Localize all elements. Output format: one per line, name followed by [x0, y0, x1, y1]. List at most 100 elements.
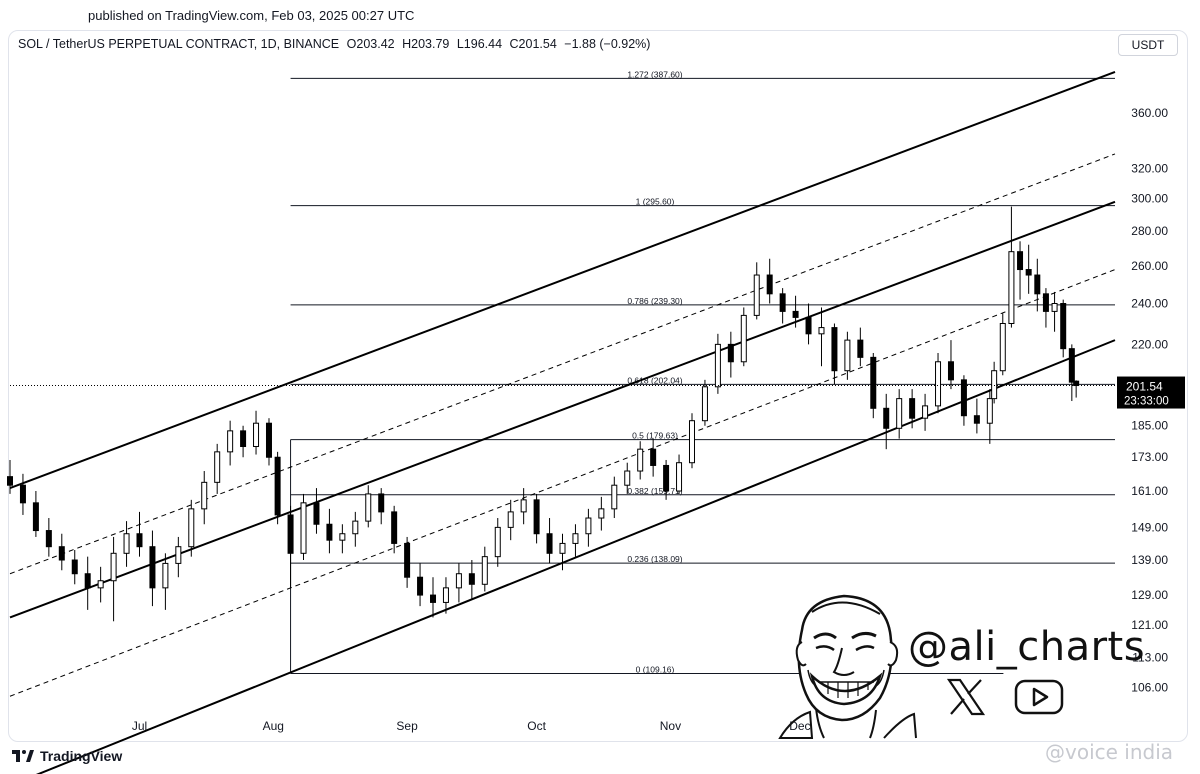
candle-body[interactable] [766, 274, 773, 295]
candle-body[interactable] [701, 386, 708, 422]
candle-body[interactable] [779, 293, 786, 312]
candle-body[interactable] [494, 526, 501, 558]
tradingview-brand[interactable]: TradingView [12, 748, 122, 764]
candle-body[interactable] [313, 502, 320, 525]
candle-body[interactable] [365, 493, 372, 522]
candle-body[interactable] [935, 361, 942, 407]
candle-body[interactable] [442, 587, 449, 603]
candle-body[interactable] [753, 274, 760, 316]
channel-midline[interactable] [9, 153, 1116, 575]
candle-body[interactable] [110, 552, 117, 582]
candle-body[interactable] [585, 517, 592, 535]
fib-level-label: 0 (109.16) [636, 665, 675, 675]
candle-body[interactable] [175, 546, 182, 564]
symbol-name[interactable]: SOL / TetherUS PERPETUAL CONTRACT, 1D, B… [18, 37, 340, 51]
candle-body[interactable] [896, 398, 903, 429]
candle-body[interactable] [818, 327, 825, 335]
y-tick-label: 113.00 [1132, 650, 1168, 664]
candle-body[interactable] [287, 514, 294, 554]
candle-body[interactable] [922, 405, 929, 419]
candle-body[interactable] [714, 343, 721, 388]
candle-body[interactable] [300, 502, 307, 554]
candle-body[interactable] [97, 580, 104, 589]
candle-body[interactable] [520, 499, 527, 513]
x-logo-icon[interactable] [946, 678, 986, 716]
candle-body[interactable] [637, 448, 644, 472]
candle-body[interactable] [136, 533, 143, 548]
candle-body[interactable] [947, 361, 954, 381]
candle-body[interactable] [650, 448, 657, 466]
candle-body[interactable] [688, 420, 695, 464]
candle-body[interactable] [240, 430, 247, 448]
candle-body[interactable] [468, 573, 475, 585]
candle-body[interactable] [1068, 348, 1075, 383]
candle-body[interactable] [1073, 380, 1080, 387]
candle-body[interactable] [123, 533, 130, 554]
candle-body[interactable] [805, 316, 812, 335]
candle-body[interactable] [1060, 303, 1067, 350]
candle-body[interactable] [391, 511, 398, 544]
candle-body[interactable] [663, 464, 670, 492]
candle-body[interactable] [1034, 274, 1041, 295]
candle-body[interactable] [430, 594, 437, 603]
candle-body[interactable] [404, 542, 411, 578]
candle-body[interactable] [417, 576, 424, 596]
candle-body[interactable] [909, 398, 916, 419]
candle-body[interactable] [598, 508, 605, 519]
candle-body[interactable] [1042, 293, 1049, 312]
candle-body[interactable] [265, 422, 272, 458]
candle-body[interactable] [533, 499, 540, 535]
channel-line[interactable] [9, 70, 1116, 490]
candle-body[interactable] [19, 484, 26, 504]
candle-body[interactable] [1017, 251, 1024, 271]
candle-body[interactable] [1025, 269, 1032, 276]
candle-body[interactable] [546, 533, 553, 554]
candle-body[interactable] [727, 343, 734, 363]
candle-body[interactable] [58, 546, 65, 561]
candle-body[interactable] [740, 314, 747, 363]
candle-body[interactable] [572, 533, 579, 544]
candle-body[interactable] [7, 476, 13, 486]
candle-body[interactable] [84, 573, 91, 589]
candle-body[interactable] [455, 573, 462, 589]
y-tick-label: 161.00 [1131, 484, 1168, 498]
candle-body[interactable] [870, 356, 877, 409]
candle-body[interactable] [253, 422, 260, 448]
candle-body[interactable] [162, 562, 169, 589]
candle-body[interactable] [973, 415, 980, 424]
candle-body[interactable] [507, 511, 514, 528]
channel-line[interactable] [9, 200, 1116, 619]
youtube-play-icon[interactable] [1014, 678, 1064, 716]
candle-body[interactable] [188, 508, 195, 548]
candle-body[interactable] [991, 370, 998, 400]
candle-body[interactable] [844, 339, 851, 372]
candle-body[interactable] [227, 430, 234, 453]
candle-body[interactable] [214, 451, 221, 483]
currency-button[interactable]: USDT [1118, 34, 1178, 56]
candle-body[interactable] [857, 339, 864, 358]
candle-body[interactable] [32, 502, 39, 532]
candle-body[interactable] [999, 322, 1006, 372]
candle-body[interactable] [71, 559, 78, 575]
candle-body[interactable] [960, 379, 967, 417]
candle-body[interactable] [339, 533, 346, 541]
candle-body[interactable] [611, 484, 618, 510]
candle-body[interactable] [274, 456, 281, 516]
candle-body[interactable] [1051, 303, 1058, 312]
candle-body[interactable] [559, 542, 566, 554]
candle-body[interactable] [352, 520, 359, 535]
candle-body[interactable] [831, 327, 838, 372]
candle-body[interactable] [378, 493, 385, 513]
candle-body[interactable] [986, 398, 993, 424]
candle-body[interactable] [624, 470, 631, 486]
candle-body[interactable] [1008, 251, 1015, 324]
candle-body[interactable] [326, 523, 333, 541]
candle-body[interactable] [149, 546, 156, 589]
candle-body[interactable] [792, 310, 799, 318]
candle-body[interactable] [676, 462, 683, 492]
candle-body[interactable] [883, 407, 890, 429]
candle-body[interactable] [481, 556, 488, 585]
candle-body[interactable] [201, 481, 208, 510]
candle-body[interactable] [45, 530, 52, 548]
